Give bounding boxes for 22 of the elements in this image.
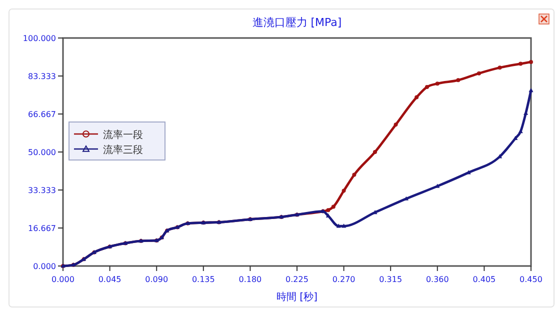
y-tick-label: 50.000	[28, 148, 56, 157]
y-tick-label: 16.667	[28, 224, 56, 233]
x-tick-label: 0.045	[98, 275, 122, 284]
x-tick-label: 0.000	[52, 275, 74, 284]
x-tick-label: 0.405	[472, 275, 496, 284]
x-tick-label: 0.315	[379, 275, 402, 284]
x-tick-label: 0.360	[426, 275, 449, 284]
y-tick-label: 33.333	[28, 186, 56, 195]
legend-label: 流率一段	[103, 129, 143, 141]
chart-title: 進澆口壓力 [MPa]	[252, 16, 342, 29]
x-tick-label: 0.225	[286, 275, 308, 284]
y-tick-label: 83.333	[28, 72, 56, 81]
x-tick-label: 0.450	[520, 275, 542, 284]
x-tick-label: 0.180	[238, 275, 262, 284]
x-tick-label: 0.135	[192, 275, 215, 284]
legend-label: 流率三段	[103, 144, 143, 156]
x-axis-title: 時間 [秒]	[276, 291, 318, 303]
x-tick-label: 0.090	[145, 275, 168, 284]
y-tick-label: 100.000	[22, 34, 56, 43]
y-tick-label: 0.000	[33, 262, 56, 271]
x-tick-label: 0.270	[332, 275, 356, 284]
y-tick-label: 66.667	[28, 110, 56, 119]
